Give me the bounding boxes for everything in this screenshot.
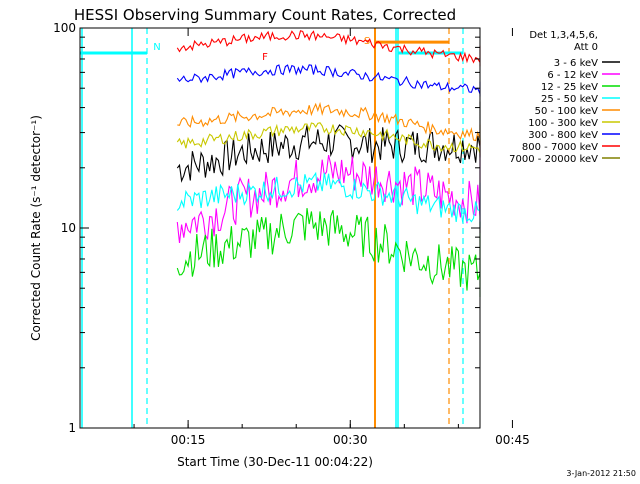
y-tick-label: 100 bbox=[53, 21, 76, 35]
y-axis-label: Corrected Count Rate (s⁻¹ detector⁻¹) bbox=[29, 115, 43, 341]
x-tick-label: 00:30 bbox=[333, 433, 368, 447]
y-tick-label: 10 bbox=[61, 221, 76, 235]
date-stamp: 3-Jan-2012 21:50 bbox=[566, 469, 636, 478]
legend-label: 25 - 50 keV bbox=[541, 94, 598, 105]
legend-header-line-1: Det 1,3,4,5,6, bbox=[529, 30, 598, 41]
x-axis-label: Start Time (30-Dec-11 00:04:22) bbox=[177, 455, 373, 469]
y-tick-label: 1 bbox=[68, 421, 76, 435]
x-tick-label: 00:45 bbox=[495, 433, 530, 447]
legend-label: 6 - 12 keV bbox=[547, 70, 598, 81]
legend-label: 100 - 300 keV bbox=[528, 118, 598, 129]
legend-label: 50 - 100 keV bbox=[535, 106, 599, 117]
legend-label: 800 - 7000 keV bbox=[522, 142, 598, 153]
y-axis: 1 10 100 bbox=[53, 21, 480, 435]
legend-label: 3 - 6 keV bbox=[554, 58, 598, 69]
legend-label: 12 - 25 keV bbox=[541, 82, 598, 93]
x-tick-label: 00:15 bbox=[171, 433, 206, 447]
legend-label: 7000 - 20000 keV bbox=[509, 154, 598, 165]
legend-header-line-2: Att 0 bbox=[574, 42, 598, 53]
chart-title: HESSI Observing Summary Count Rates, Cor… bbox=[74, 6, 456, 24]
legend-label: 300 - 800 keV bbox=[528, 130, 598, 141]
annotation-flag: F bbox=[262, 52, 268, 63]
annotation-flag: N bbox=[153, 42, 160, 53]
